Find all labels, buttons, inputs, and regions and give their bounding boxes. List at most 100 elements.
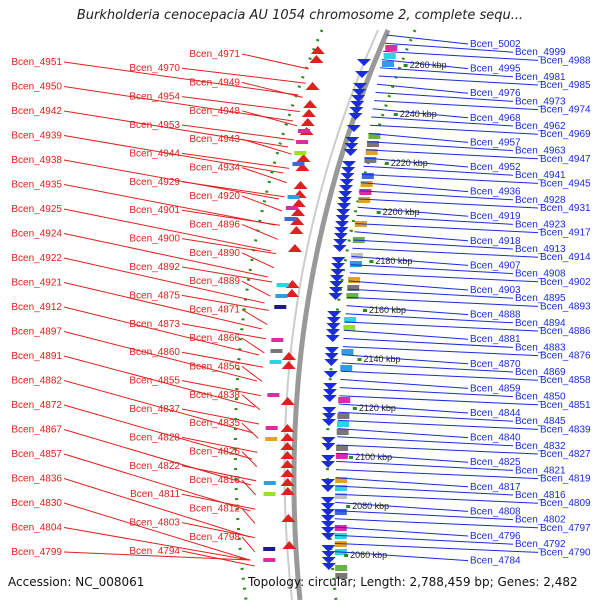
accession-text: Accession: NC_008061 [8, 575, 144, 589]
leader-line [335, 519, 538, 528]
left-gene-label: Bcen_4837 [129, 404, 180, 415]
left-gene-label: Bcen_4811 [130, 489, 180, 500]
leader-line [340, 379, 468, 388]
left-gene-label: Bcen_4875 [129, 290, 180, 301]
feature-band [361, 181, 373, 187]
right-gene-label: Bcen_4931 [540, 203, 591, 214]
reverse-gene-arrow [321, 479, 335, 486]
left-gene-label: Bcen_4794 [129, 546, 180, 557]
scale-label: 2180 kbp [375, 256, 412, 266]
reverse-gene-arrow [321, 527, 335, 534]
reverse-gene-arrow [349, 113, 363, 120]
leader-line [242, 82, 303, 97]
scale-label: 2220 kbp [391, 158, 428, 168]
forward-gene-arrow [280, 424, 294, 432]
leader-line [242, 366, 262, 381]
reverse-gene-arrow [321, 461, 335, 468]
right-gene-label: Bcen_4968 [470, 113, 521, 124]
right-gene-label: Bcen_4784 [470, 556, 521, 567]
left-gene-label: Bcen_4798 [189, 532, 240, 543]
left-gene-label: Bcen_4934 [189, 163, 240, 174]
right-gene-label: Bcen_4914 [540, 252, 591, 263]
left-gene-label: Bcen_4836 [11, 474, 62, 485]
left-gene-label: Bcen_4949 [189, 77, 240, 88]
left-gene-label: Bcen_4889 [189, 276, 240, 287]
right-gene-label: Bcen_4851 [540, 400, 591, 411]
reverse-gene-arrow [338, 197, 352, 204]
right-gene-label: Bcen_4790 [540, 547, 591, 558]
feature-band [267, 393, 279, 397]
left-gene-label: Bcen_4803 [129, 518, 180, 529]
forward-gene-arrow [301, 118, 315, 126]
feature-band [266, 426, 278, 430]
leader-line [242, 54, 309, 69]
reverse-gene-arrow [333, 239, 347, 246]
left-gene-label: Bcen_4812 [189, 503, 240, 514]
reverse-gene-arrow [324, 359, 338, 366]
right-gene-label: Bcen_4858 [540, 375, 591, 386]
reverse-gene-arrow [321, 509, 335, 516]
left-gene-label: Bcen_4950 [11, 82, 62, 93]
left-gene-label: Bcen_4822 [129, 461, 180, 472]
forward-gene-arrow [302, 109, 316, 117]
right-gene-label: Bcen_4907 [470, 260, 521, 271]
reverse-gene-arrow [340, 173, 354, 180]
feature-band [286, 206, 298, 210]
left-gene-label: Bcen_4891 [11, 351, 62, 362]
forward-gene-arrow [296, 154, 310, 162]
right-gene-label: Bcen_4819 [540, 474, 591, 485]
left-gene-label: Bcen_4929 [129, 177, 180, 188]
reverse-gene-arrow [326, 335, 340, 342]
leader-line [349, 281, 468, 290]
reverse-gene-arrow [321, 503, 335, 510]
scale-label: 2100 kbp [355, 452, 392, 462]
right-gene-label: Bcen_4957 [470, 137, 521, 148]
left-gene-label: Bcen_4943 [189, 134, 240, 145]
right-gene-label: Bcen_4919 [470, 211, 521, 222]
right-gene-label: Bcen_4859 [470, 383, 521, 394]
feature-band [264, 481, 276, 485]
right-gene-label: Bcen_4903 [470, 285, 521, 296]
forward-gene-arrow [292, 199, 306, 207]
reverse-gene-arrow [357, 59, 371, 66]
left-gene-label: Bcen_4882 [11, 376, 62, 387]
feature-band [362, 173, 374, 179]
leader-line [336, 478, 468, 487]
left-gene-label: Bcen_4872 [11, 400, 62, 411]
reverse-gene-arrow [334, 227, 348, 234]
right-gene-label: Bcen_4876 [540, 351, 591, 362]
reverse-gene-arrow [332, 257, 346, 264]
leader-line [242, 111, 297, 126]
forward-gene-arrow [289, 226, 303, 234]
scale-label: 2080 kbp [352, 501, 389, 511]
leader-line [242, 224, 278, 239]
leader-line [345, 322, 538, 331]
reverse-gene-arrow [341, 167, 355, 174]
left-gene-label: Bcen_4920 [189, 191, 240, 202]
leader-line [242, 452, 257, 467]
right-gene-label: Bcen_4947 [540, 154, 591, 165]
left-gene-label: Bcen_4924 [11, 229, 62, 240]
feature-band [337, 413, 349, 419]
feature-band [350, 261, 362, 267]
feature-band [337, 421, 349, 427]
right-gene-label: Bcen_4844 [470, 408, 521, 419]
right-gene-label: Bcen_4945 [540, 178, 591, 189]
left-gene-label: Bcen_4892 [129, 262, 180, 273]
left-gene-label: Bcen_4938 [11, 155, 62, 166]
scale-tick [353, 407, 357, 410]
reverse-gene-arrow [321, 533, 335, 540]
topology-text: Topology: circular; Length: 2,788,459 bp… [248, 575, 578, 589]
left-gene-label: Bcen_4901 [129, 205, 180, 216]
feature-band [335, 509, 347, 515]
right-gene-label: Bcen_4840 [470, 433, 521, 444]
feature-band [288, 195, 300, 199]
right-gene-label: Bcen_4918 [470, 236, 521, 247]
scale-label: 2200 kbp [383, 207, 420, 217]
left-gene-label: Bcen_4799 [11, 547, 62, 558]
leader-line [242, 338, 264, 353]
leader-line [338, 429, 468, 438]
reverse-gene-arrow [322, 419, 336, 426]
feature-band [294, 151, 306, 155]
left-gene-label: Bcen_4896 [189, 219, 240, 230]
